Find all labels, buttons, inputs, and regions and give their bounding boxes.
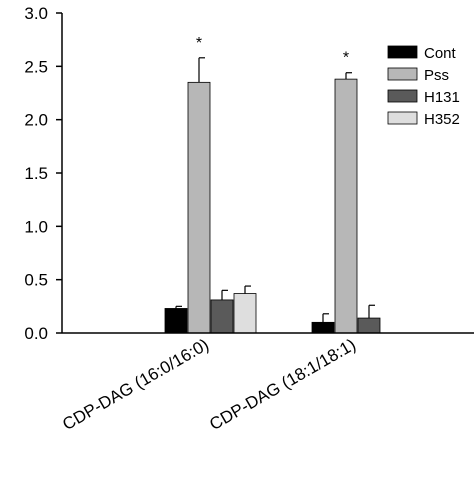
- y-tick-label: 1.5: [24, 164, 48, 183]
- significance-marker: *: [196, 35, 202, 52]
- y-tick-label: 3.0: [24, 4, 48, 23]
- legend-label: Pss: [424, 67, 449, 84]
- legend-swatch-h131: [387, 89, 418, 103]
- y-tick-label: 0.0: [24, 324, 48, 343]
- y-tick-label: 2.5: [24, 57, 48, 76]
- legend-swatch-h352: [387, 111, 418, 125]
- bar-pss-2: [334, 78, 358, 334]
- legend-swatch-pss: [387, 67, 418, 81]
- legend-label: Cont: [424, 45, 457, 62]
- bar-h131-1: [210, 299, 234, 334]
- y-tick-label: 1.0: [24, 217, 48, 236]
- bar-h131-2: [357, 317, 381, 334]
- legend-label: H352: [424, 111, 460, 128]
- legend-label: H131: [424, 89, 460, 106]
- bar-pss-1: [187, 81, 211, 334]
- y-tick-label: 2.0: [24, 111, 48, 130]
- y-tick-label: 0.5: [24, 271, 48, 290]
- x-tick-label: CDP-DAG (16:0/16:0): [59, 335, 212, 434]
- legend-swatch-cont: [387, 45, 418, 59]
- x-tick-label: CDP-DAG (18:1/18:1): [206, 335, 359, 434]
- bar-h352-1: [233, 293, 257, 334]
- significance-marker: *: [343, 50, 349, 67]
- bar-cont-1: [164, 308, 188, 334]
- bar-cont-2: [311, 321, 335, 334]
